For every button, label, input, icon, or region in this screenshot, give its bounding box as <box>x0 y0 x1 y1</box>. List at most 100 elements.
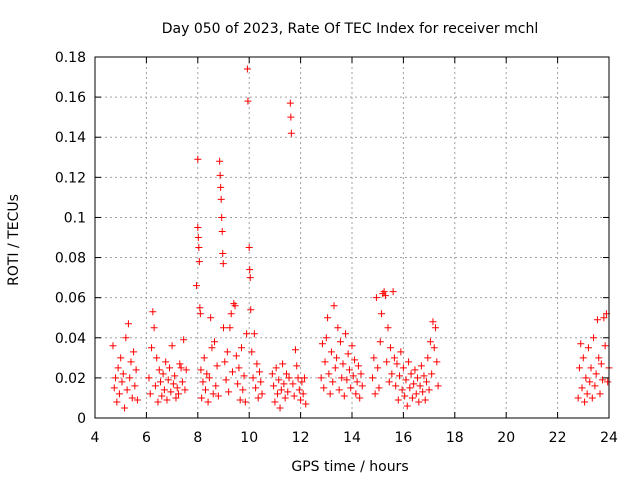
data-point <box>405 358 413 366</box>
y-tick-label: 0.1 <box>64 210 86 226</box>
data-point <box>241 398 249 406</box>
data-point <box>407 370 415 378</box>
data-point <box>114 364 122 372</box>
data-point <box>586 378 594 386</box>
data-point <box>217 195 225 203</box>
x-tick-label: 20 <box>497 430 515 446</box>
data-point <box>587 364 595 372</box>
data-point <box>297 396 305 404</box>
data-point <box>317 374 325 382</box>
data-point <box>200 354 208 362</box>
data-point <box>195 258 203 266</box>
data-point <box>299 390 307 398</box>
data-point <box>294 374 302 382</box>
data-point <box>433 358 441 366</box>
data-point <box>219 260 227 268</box>
data-point <box>335 386 343 394</box>
data-point <box>344 350 352 358</box>
x-tick-label: 18 <box>446 430 464 446</box>
data-point <box>595 354 603 362</box>
data-point <box>577 340 585 348</box>
data-point <box>387 344 395 352</box>
data-point <box>221 358 229 366</box>
data-point <box>164 376 172 384</box>
data-point <box>599 376 607 384</box>
data-point <box>239 386 247 394</box>
data-point <box>250 330 258 338</box>
data-point <box>374 364 382 372</box>
data-point <box>231 302 239 310</box>
data-point <box>351 356 359 364</box>
data-point <box>196 304 204 312</box>
data-point <box>115 390 123 398</box>
data-point <box>329 378 337 386</box>
data-point <box>113 398 121 406</box>
x-tick-label: 16 <box>394 430 412 446</box>
x-tick-label: 12 <box>292 430 310 446</box>
data-point <box>228 368 236 376</box>
data-point <box>194 234 202 241</box>
y-tick-label: 0.12 <box>55 170 86 186</box>
data-point <box>273 390 281 398</box>
data-point <box>287 129 295 137</box>
data-point <box>334 324 342 332</box>
data-point <box>194 155 202 163</box>
data-point <box>207 314 215 322</box>
data-point <box>289 380 297 388</box>
data-point <box>378 310 386 318</box>
data-point <box>432 324 440 332</box>
data-point <box>347 384 355 392</box>
data-point <box>219 250 227 258</box>
data-point <box>130 348 138 356</box>
data-point <box>330 302 338 310</box>
data-point <box>209 390 217 398</box>
data-point <box>213 362 221 370</box>
data-point <box>163 396 171 404</box>
data-point <box>336 338 344 346</box>
data-point <box>118 378 126 386</box>
x-axis-label: GPS time / hours <box>291 459 408 475</box>
data-point <box>340 392 348 400</box>
data-point <box>220 324 227 332</box>
data-point <box>426 338 434 346</box>
data-point <box>195 244 203 252</box>
data-point <box>109 342 117 350</box>
data-point <box>149 308 157 316</box>
x-tick-label: 22 <box>549 430 567 446</box>
data-point <box>180 336 188 344</box>
data-point <box>290 392 298 400</box>
data-point <box>235 364 243 372</box>
data-point <box>117 354 125 362</box>
data-point <box>218 213 226 221</box>
data-point <box>430 344 438 352</box>
data-point <box>604 378 612 386</box>
data-point <box>150 324 158 332</box>
data-point <box>423 378 431 386</box>
data-point <box>298 378 306 386</box>
data-point <box>277 386 285 394</box>
data-point <box>146 390 154 398</box>
data-point <box>167 388 175 396</box>
data-point <box>284 388 292 396</box>
data-point <box>429 318 437 326</box>
data-point <box>132 366 140 374</box>
data-point <box>211 338 219 346</box>
data-point <box>181 386 189 394</box>
data-point <box>204 398 212 406</box>
data-point <box>428 370 436 378</box>
data-point <box>331 364 339 372</box>
data-point <box>112 374 120 382</box>
data-point <box>601 342 609 350</box>
data-point <box>271 398 279 406</box>
data-point <box>243 65 251 73</box>
data-point <box>419 388 427 396</box>
data-point <box>225 388 233 396</box>
data-point <box>240 372 248 380</box>
data-point <box>320 384 328 392</box>
data-point <box>154 398 162 406</box>
data-point <box>234 380 242 388</box>
data-point <box>182 366 190 374</box>
data-point <box>178 378 186 386</box>
data-point <box>198 394 206 402</box>
data-point <box>349 372 357 380</box>
